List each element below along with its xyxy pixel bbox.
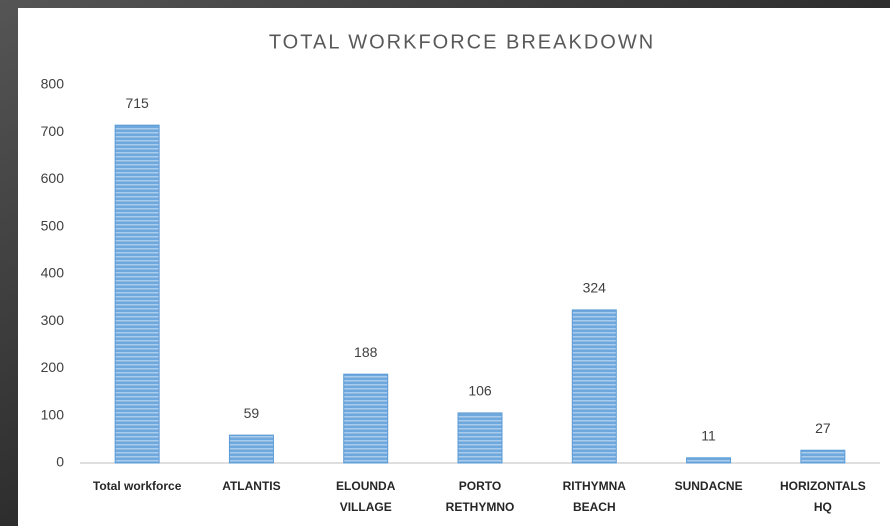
data-label: 715 [125, 95, 149, 111]
chart: TOTAL WORKFORCE BREAKDOWN 0 100 200 300 400 5… [0, 0, 890, 526]
x-tick-label: ATLANTIS [222, 479, 280, 493]
x-tick-label: Total workforce [93, 479, 182, 493]
y-tick-label: 500 [41, 217, 65, 233]
data-label: 59 [244, 405, 260, 421]
data-label: 11 [701, 428, 716, 444]
bar [572, 310, 616, 463]
y-tick-label: 200 [41, 359, 65, 375]
bar [687, 458, 731, 463]
data-label: 27 [815, 420, 831, 436]
bar [229, 435, 273, 463]
page: TOTAL WORKFORCE BREAKDOWN 0 100 200 300 400 5… [0, 0, 890, 526]
x-tick-label: SUNDACNE [675, 479, 743, 493]
y-tick-label: 600 [41, 170, 65, 186]
data-label: 324 [583, 280, 607, 296]
bar [801, 450, 845, 463]
y-tick-label: 300 [41, 312, 65, 328]
y-tick-label: 700 [41, 123, 65, 139]
bar [344, 374, 388, 463]
y-tick-label: 400 [41, 265, 65, 281]
bar [458, 413, 502, 463]
y-tick-label: 800 [41, 76, 65, 92]
data-label: 188 [354, 344, 378, 360]
data-label: 106 [468, 383, 492, 399]
chart-title: TOTAL WORKFORCE BREAKDOWN [269, 31, 655, 53]
y-tick-label: 0 [56, 454, 64, 470]
bar [115, 125, 159, 463]
y-tick-label: 100 [41, 406, 65, 422]
